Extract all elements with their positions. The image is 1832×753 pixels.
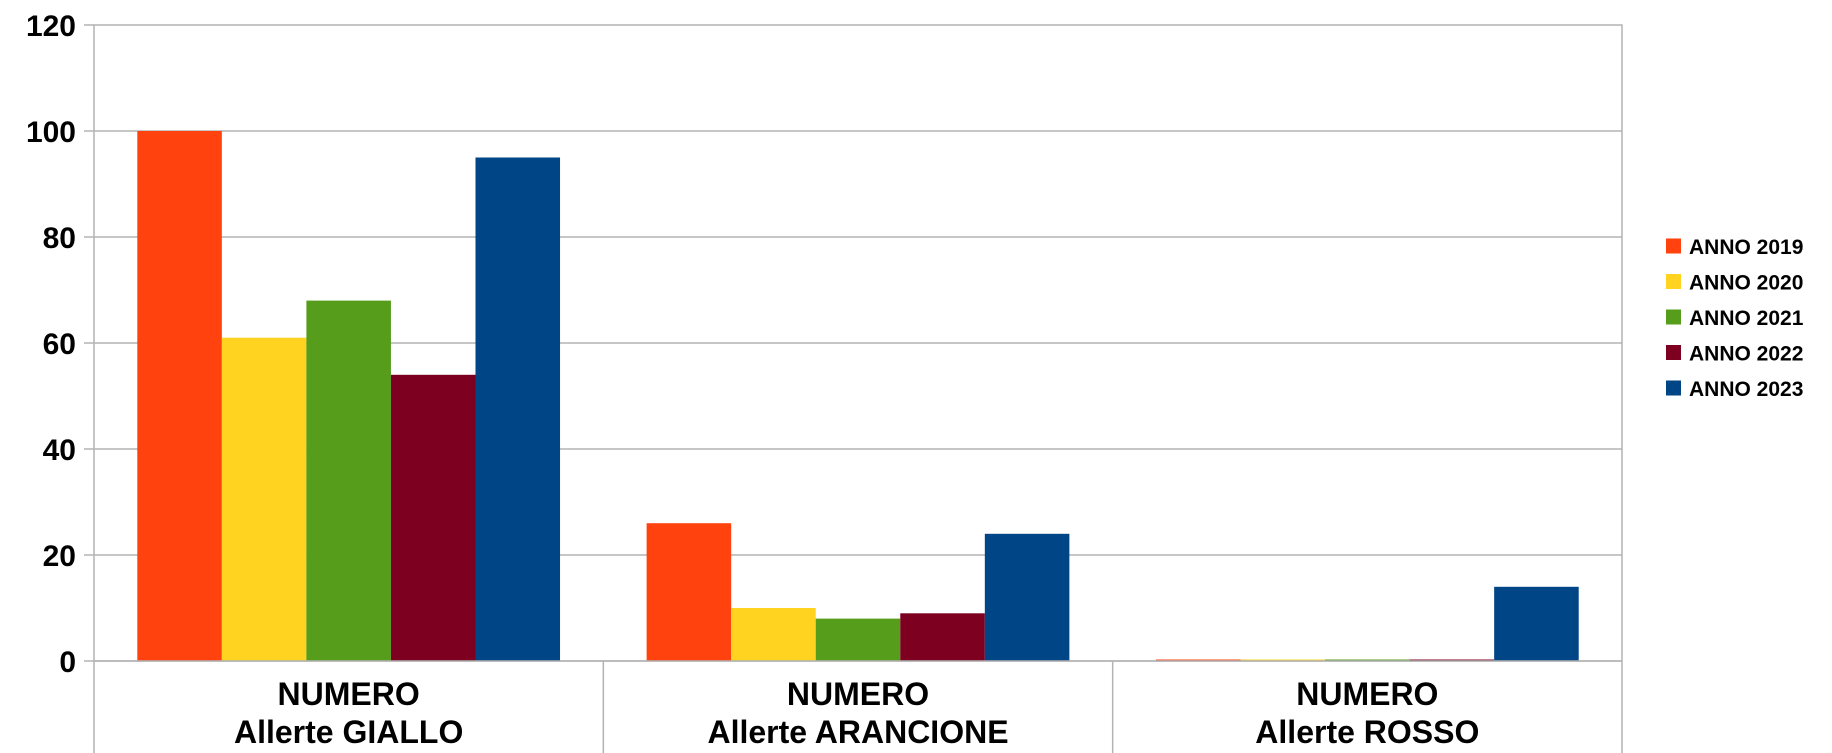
legend-label: ANNO 2021 (1689, 307, 1804, 330)
bar (475, 157, 561, 661)
bar (221, 337, 307, 661)
legend-swatch (1666, 345, 1681, 360)
legend-label: ANNO 2023 (1689, 378, 1803, 401)
legend-swatch (1666, 309, 1681, 325)
x-category-label: Allerte ROSSO (1255, 714, 1479, 750)
legend: ANNO 2019 ANNO 2020 ANNO 2021 ANNO 2022 ANNO… (1666, 236, 1804, 401)
legend-label: ANNO 2020 (1689, 272, 1803, 295)
y-tick-label: 80 (43, 222, 76, 255)
bar (815, 618, 901, 661)
bar (306, 300, 391, 661)
y-tick-label: 120 (26, 10, 76, 43)
legend-swatch (1666, 274, 1681, 289)
bar (731, 608, 816, 661)
legend-label: ANNO 2019 (1689, 236, 1803, 259)
bars (137, 131, 1579, 661)
bar (646, 523, 732, 661)
legend-swatch (1666, 380, 1681, 396)
x-category-label: NUMERO (1296, 676, 1438, 712)
x-category-label: Allerte ARANCIONE (707, 714, 1008, 750)
bar (390, 374, 476, 661)
bar (900, 613, 985, 661)
x-category-label: Allerte GIALLO (234, 714, 463, 750)
legend-swatch (1666, 238, 1681, 254)
x-category-label: NUMERO (787, 676, 929, 712)
legend-label: ANNO 2022 (1689, 343, 1803, 366)
y-tick-label: 100 (26, 116, 76, 149)
y-tick-label: 60 (43, 328, 76, 361)
bar (984, 533, 1070, 661)
bar (1494, 586, 1579, 661)
y-tick-label: 20 (43, 540, 76, 573)
bar (137, 131, 222, 661)
y-axis: 0 20 40 60 80 100 120 (26, 10, 94, 679)
x-category-label: NUMERO (278, 676, 420, 712)
y-tick-label: 40 (43, 434, 76, 467)
y-tick-label: 0 (59, 646, 76, 679)
